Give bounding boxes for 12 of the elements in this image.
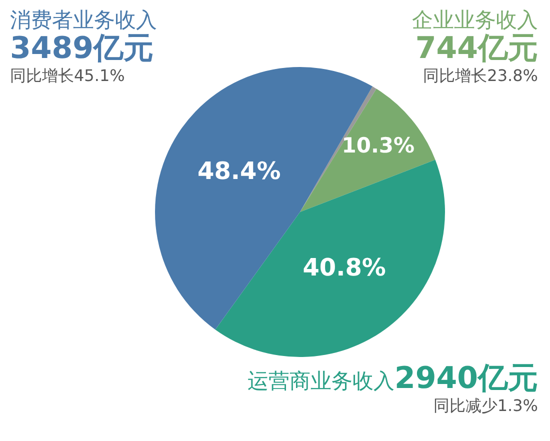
text: 同比增长23.8% <box>422 66 538 86</box>
text: 2940亿元 <box>394 361 538 396</box>
data-label: 48.4% <box>197 156 281 185</box>
slice-label: 运营商业务收入 <box>248 369 394 393</box>
data-label: 40.8% <box>302 254 386 282</box>
text: 同比增长45.1% <box>10 66 126 86</box>
text: 744亿元 <box>415 31 538 66</box>
data-label: 10.3% <box>342 134 415 158</box>
slice-label: 企业业务收入 <box>412 8 538 32</box>
slice-label: 消费者业务收入 <box>10 8 157 32</box>
text: 同比减少1.3% <box>432 396 538 415</box>
text: 3489亿元 <box>10 31 154 66</box>
